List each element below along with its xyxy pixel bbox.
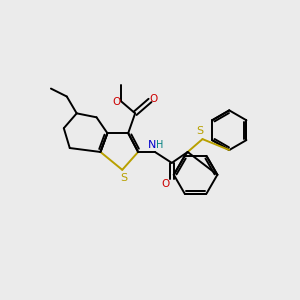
Text: O: O bbox=[162, 179, 170, 189]
Text: O: O bbox=[112, 98, 120, 107]
Text: O: O bbox=[150, 94, 158, 104]
Text: N: N bbox=[148, 140, 156, 150]
Text: S: S bbox=[121, 173, 128, 183]
Text: S: S bbox=[196, 126, 203, 136]
Text: H: H bbox=[156, 140, 164, 150]
